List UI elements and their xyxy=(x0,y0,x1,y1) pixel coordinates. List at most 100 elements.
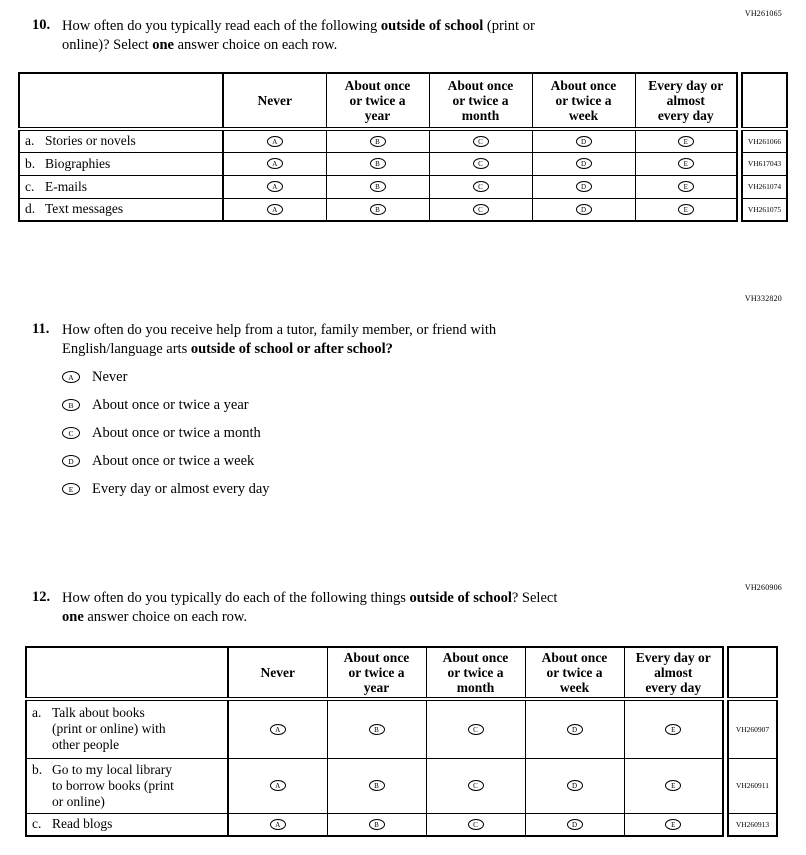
answer-cell: E xyxy=(623,757,724,814)
row-letter: b. xyxy=(32,761,43,777)
answer-bubble-a[interactable]: A xyxy=(266,158,283,170)
answer-cell: B xyxy=(325,128,430,153)
row-label: d. Text messages xyxy=(18,197,224,222)
row-letter: d. xyxy=(25,201,36,217)
code-header-cell xyxy=(741,72,788,131)
answer-bubble-d[interactable]: D xyxy=(575,136,592,148)
answer-bubble-d[interactable]: D xyxy=(566,724,583,736)
answer-cell: B xyxy=(325,197,430,222)
answer-bubble-a[interactable]: A xyxy=(269,819,286,831)
option-label: About once or twice a month xyxy=(92,425,261,441)
option-month[interactable]: C About once or twice a month xyxy=(62,424,270,452)
option-bubble-a[interactable]: A xyxy=(62,371,80,383)
table-row-talk-about-books: a. Talk about books (print or online) wit… xyxy=(25,698,724,759)
answer-cell: A xyxy=(222,128,327,153)
answer-bubble-d[interactable]: D xyxy=(575,158,592,170)
answer-bubble-a[interactable]: A xyxy=(266,136,283,148)
table-row-library: b. Go to my local library to borrow books… xyxy=(25,757,724,814)
answer-cell: B xyxy=(326,812,427,837)
question-10-admin-code: VH261065 xyxy=(744,9,782,18)
answer-bubble-b[interactable]: B xyxy=(369,158,386,170)
option-bubble-e[interactable]: E xyxy=(62,483,80,495)
answer-bubble-a[interactable]: A xyxy=(266,204,283,216)
answer-bubble-e[interactable]: E xyxy=(677,158,694,170)
answer-bubble-c[interactable]: C xyxy=(467,819,484,831)
answer-bubble-c[interactable]: C xyxy=(472,158,489,170)
option-label: Every day or almost every day xyxy=(92,481,270,497)
column-header-everyday: Every day or almost every day xyxy=(623,646,724,701)
answer-bubble-b[interactable]: B xyxy=(368,780,385,792)
row-text: E-mails xyxy=(45,178,87,194)
question-10-code-column: VH261066 VH617043 VH261074 VH261075 xyxy=(741,72,788,222)
answer-bubble-c[interactable]: C xyxy=(467,724,484,736)
answer-bubble-b[interactable]: B xyxy=(368,724,385,736)
corner-cell xyxy=(18,72,224,131)
answer-cell: C xyxy=(428,197,533,222)
column-header-never: Never xyxy=(222,72,327,131)
answer-bubble-e[interactable]: E xyxy=(677,181,694,193)
question-12-code-column: VH260907 VH260911 VH260913 xyxy=(727,646,778,837)
option-bubble-c[interactable]: C xyxy=(62,427,80,439)
column-header-everyday: Every day or almost every day xyxy=(634,72,738,131)
answer-cell: D xyxy=(524,757,625,814)
column-header-year: About once or twice a year xyxy=(325,72,430,131)
answer-bubble-e[interactable]: E xyxy=(677,136,694,148)
answer-bubble-b[interactable]: B xyxy=(368,819,385,831)
answer-bubble-d[interactable]: D xyxy=(566,780,583,792)
question-11-options: A Never B About once or twice a year C A… xyxy=(62,368,270,508)
answer-bubble-d[interactable]: D xyxy=(575,181,592,193)
answer-bubble-a[interactable]: A xyxy=(266,181,283,193)
row-label: a. Talk about books (print or online) wit… xyxy=(25,698,229,759)
row-code: VH617043 xyxy=(741,151,788,176)
column-header-week: About once or twice a week xyxy=(531,72,636,131)
answer-cell: A xyxy=(222,151,327,176)
answer-bubble-c[interactable]: C xyxy=(472,181,489,193)
answer-bubble-c[interactable]: C xyxy=(472,204,489,216)
answer-bubble-d[interactable]: D xyxy=(575,204,592,216)
question-12-admin-code: VH260906 xyxy=(744,583,782,592)
answer-cell: B xyxy=(326,757,427,814)
answer-bubble-a[interactable]: A xyxy=(269,780,286,792)
row-code: VH260907 xyxy=(727,698,778,759)
option-label: Never xyxy=(92,369,128,385)
row-text: Stories or novels xyxy=(45,133,136,149)
answer-bubble-b[interactable]: B xyxy=(369,181,386,193)
table-row-emails: c. E-mails A B C D E xyxy=(18,174,738,199)
answer-bubble-b[interactable]: B xyxy=(369,136,386,148)
answer-cell: D xyxy=(531,174,636,199)
answer-cell: C xyxy=(428,174,533,199)
option-year[interactable]: B About once or twice a year xyxy=(62,396,270,424)
row-letter: b. xyxy=(25,155,36,171)
answer-bubble-b[interactable]: B xyxy=(369,204,386,216)
answer-bubble-e[interactable]: E xyxy=(665,819,682,831)
row-letter: c. xyxy=(25,178,35,194)
question-12-matrix-table: Never About once or twice a year About o… xyxy=(25,646,724,837)
row-letter: a. xyxy=(25,133,35,149)
row-code: VH260911 xyxy=(727,757,778,814)
answer-cell: D xyxy=(524,698,625,759)
answer-cell: D xyxy=(531,128,636,153)
question-10: 10. How often do you typically read each… xyxy=(32,17,752,54)
answer-bubble-c[interactable]: C xyxy=(472,136,489,148)
row-text: Biographies xyxy=(45,155,111,171)
question-10-matrix-table: Never About once or twice a year About o… xyxy=(18,72,738,222)
option-label: About once or twice a year xyxy=(92,397,249,413)
answer-bubble-e[interactable]: E xyxy=(665,780,682,792)
answer-bubble-c[interactable]: C xyxy=(467,780,484,792)
option-week[interactable]: D About once or twice a week xyxy=(62,452,270,480)
answer-cell: B xyxy=(325,151,430,176)
option-bubble-d[interactable]: D xyxy=(62,455,80,467)
row-text: Go to my local library to borrow books (… xyxy=(52,761,174,809)
answer-bubble-e[interactable]: E xyxy=(677,204,694,216)
option-bubble-b[interactable]: B xyxy=(62,399,80,411)
answer-bubble-a[interactable]: A xyxy=(269,724,286,736)
answer-cell: A xyxy=(222,174,327,199)
answer-bubble-d[interactable]: D xyxy=(566,819,583,831)
option-label: About once or twice a week xyxy=(92,453,255,469)
answer-bubble-e[interactable]: E xyxy=(665,724,682,736)
answer-cell: A xyxy=(222,197,327,222)
question-10-text: How often do you typically read each of … xyxy=(62,18,535,53)
option-everyday[interactable]: E Every day or almost every day xyxy=(62,480,270,508)
option-never[interactable]: A Never xyxy=(62,368,270,396)
